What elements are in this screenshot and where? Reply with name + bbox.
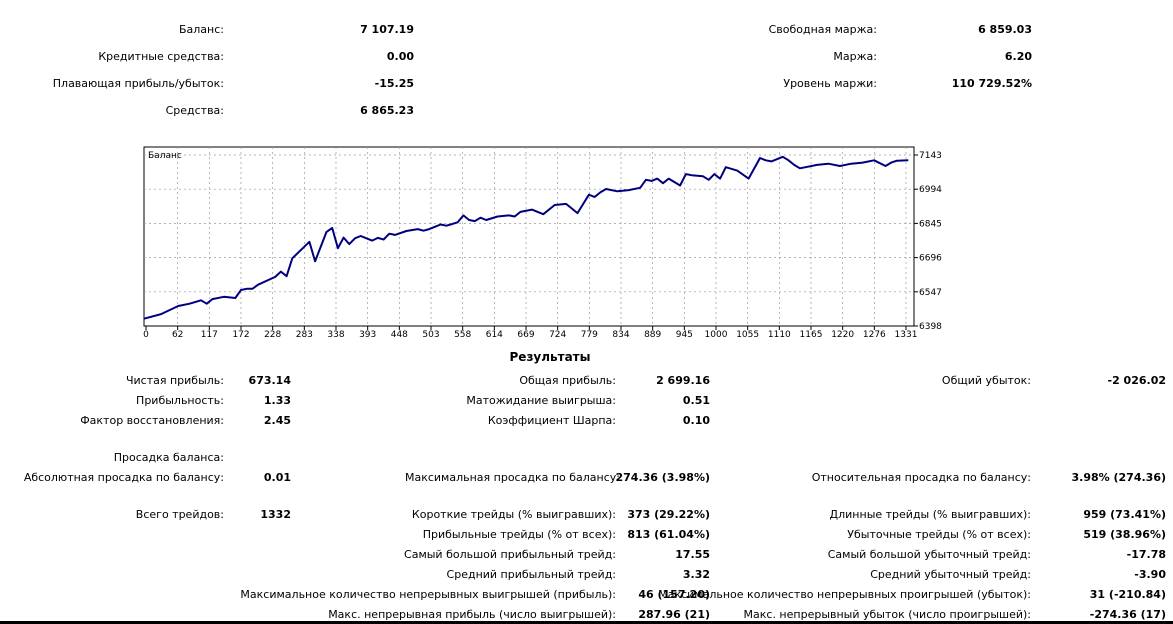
avg-profit-label: Средний прибыльный трейд:: [446, 568, 616, 581]
x-tick-label: 945: [676, 330, 693, 340]
gross-loss-label: Общий убыток:: [941, 374, 1031, 387]
margin-label: Маржа:: [833, 50, 877, 63]
max-cons-wins-label: Максимальное количество непрерывных выиг…: [240, 588, 616, 601]
profit-trades-value: 813 (61.04%): [627, 528, 710, 541]
x-tick-label: 393: [359, 330, 376, 340]
avg-profit-value: 3.32: [682, 568, 710, 581]
x-tick-label: 1165: [800, 330, 823, 340]
net-profit-value: 673.14: [248, 374, 291, 387]
expectancy-label: Матожидание выигрыша:: [466, 394, 616, 407]
y-tick-label: 6547: [919, 288, 942, 298]
drawdown-header: Просадка баланса:: [113, 451, 224, 464]
profitability-label: Прибыльность:: [136, 394, 224, 407]
margin-value: 6.20: [1004, 50, 1032, 63]
sharpe-value: 0.10: [682, 414, 710, 427]
balance-value: 7 107.19: [360, 23, 414, 36]
largest-profit-value: 17.55: [675, 548, 710, 561]
short-trades-label: Короткие трейды (% выигравших):: [411, 508, 616, 521]
credit-label: Кредитные средства:: [98, 50, 224, 63]
max-cons-profit-label: Макс. непрерывная прибыль (число выигрыш…: [328, 608, 616, 621]
loss-trades-value: 519 (38.96%): [1083, 528, 1166, 541]
avg-loss-value: -3.90: [1134, 568, 1166, 581]
floating-pl-value: -15.25: [374, 77, 414, 90]
x-tick-label: 1055: [736, 330, 759, 340]
profitability-value: 1.33: [263, 394, 291, 407]
y-tick-label: 6845: [919, 219, 942, 229]
bottom-border: [0, 621, 1173, 624]
results-title: Результаты: [509, 350, 591, 364]
loss-trades-label: Убыточные трейды (% от всех):: [847, 528, 1031, 541]
max-drawdown-value: 274.36 (3.98%): [615, 471, 711, 484]
max-drawdown-label: Максимальная просадка по балансу:: [404, 471, 620, 484]
balance-chart: 0 62 117 172 228 283 338 393 448 503 558 614 669 724 7…: [143, 146, 942, 340]
gross-loss-value: -2 026.02: [1107, 374, 1167, 387]
x-tick-label: 558: [454, 330, 471, 340]
x-tick-label: 62: [172, 330, 183, 340]
recovery-factor-value: 2.45: [263, 414, 291, 427]
x-tick-label: 172: [232, 330, 249, 340]
total-trades-label: Всего трейдов:: [135, 508, 224, 521]
x-tick-label: 1276: [863, 330, 886, 340]
x-tick-label: 1110: [768, 330, 791, 340]
gross-profit-label: Общая прибыль:: [519, 374, 616, 387]
largest-loss-label: Самый большой убыточный трейд:: [827, 548, 1031, 561]
max-cons-loss-value: -274.36 (17): [1089, 608, 1166, 621]
y-tick-label: 6398: [919, 322, 942, 332]
max-cons-wins-value: 46 (157.20): [638, 588, 710, 601]
recovery-factor-label: Фактор восстановления:: [80, 414, 224, 427]
floating-pl-label: Плавающая прибыль/убыток:: [52, 77, 224, 90]
balance-label: Баланс:: [178, 23, 224, 36]
x-tick-label: 448: [391, 330, 408, 340]
x-tick-label: 228: [264, 330, 281, 340]
x-tick-label: 834: [612, 330, 629, 340]
long-trades-value: 959 (73.41%): [1083, 508, 1166, 521]
rel-drawdown-value: 3.98% (274.36): [1071, 471, 1167, 484]
long-trades-label: Длинные трейды (% выигравших):: [829, 508, 1031, 521]
short-trades-value: 373 (29.22%): [627, 508, 710, 521]
x-tick-label: 614: [486, 330, 503, 340]
x-tick-label: 283: [296, 330, 313, 340]
margin-level-value: 110 729.52%: [951, 77, 1032, 90]
x-tick-label: 1331: [895, 330, 918, 340]
equity-value: 6 865.23: [360, 104, 414, 117]
plot-frame: [143, 146, 915, 327]
max-cons-profit-value: 287.96 (21): [638, 608, 710, 621]
credit-value: 0.00: [386, 50, 414, 63]
y-tick-label: 6696: [919, 254, 942, 264]
avg-loss-label: Средний убыточный трейд:: [870, 568, 1031, 581]
x-tick-label: 889: [644, 330, 661, 340]
max-cons-losses-value: 31 (-210.84): [1089, 588, 1166, 601]
expectancy-value: 0.51: [682, 394, 710, 407]
x-tick-label: 117: [201, 330, 218, 340]
equity-label: Средства:: [165, 104, 224, 117]
total-trades-value: 1332: [260, 508, 291, 521]
x-tick-label: 503: [422, 330, 439, 340]
max-cons-loss-label: Макс. непрерывный убыток (число проигрыш…: [743, 608, 1031, 621]
y-tick-label: 6994: [919, 185, 942, 195]
rel-drawdown-label: Относительная просадка по балансу:: [811, 471, 1031, 484]
x-tick-label: 779: [581, 330, 598, 340]
abs-drawdown-value: 0.01: [263, 471, 291, 484]
balance-line: [143, 155, 909, 320]
free-margin-value: 6 859.03: [978, 23, 1032, 36]
max-cons-losses-label: Максимальное количество непрерывных прои…: [658, 588, 1031, 601]
x-tick-label: 1000: [705, 330, 728, 340]
free-margin-label: Свободная маржа:: [768, 23, 877, 36]
margin-level-label: Уровень маржи:: [783, 77, 877, 90]
largest-loss-value: -17.78: [1126, 548, 1166, 561]
x-tick-label: 724: [549, 330, 566, 340]
net-profit-label: Чистая прибыль:: [125, 374, 224, 387]
largest-profit-label: Самый большой прибыльный трейд:: [404, 548, 616, 561]
gross-profit-value: 2 699.16: [656, 374, 710, 387]
x-tick-label: 669: [517, 330, 534, 340]
profit-trades-label: Прибыльные трейды (% от всех):: [422, 528, 616, 541]
abs-drawdown-label: Абсолютная просадка по балансу:: [23, 471, 224, 484]
chart-title: Баланс: [148, 151, 182, 161]
x-tick-label: 338: [327, 330, 344, 340]
sharpe-label: Коэффициент Шарпа:: [487, 414, 616, 427]
x-tick-label: 1220: [831, 330, 854, 340]
x-tick-label: 0: [143, 330, 149, 340]
y-tick-label: 7143: [919, 151, 942, 161]
